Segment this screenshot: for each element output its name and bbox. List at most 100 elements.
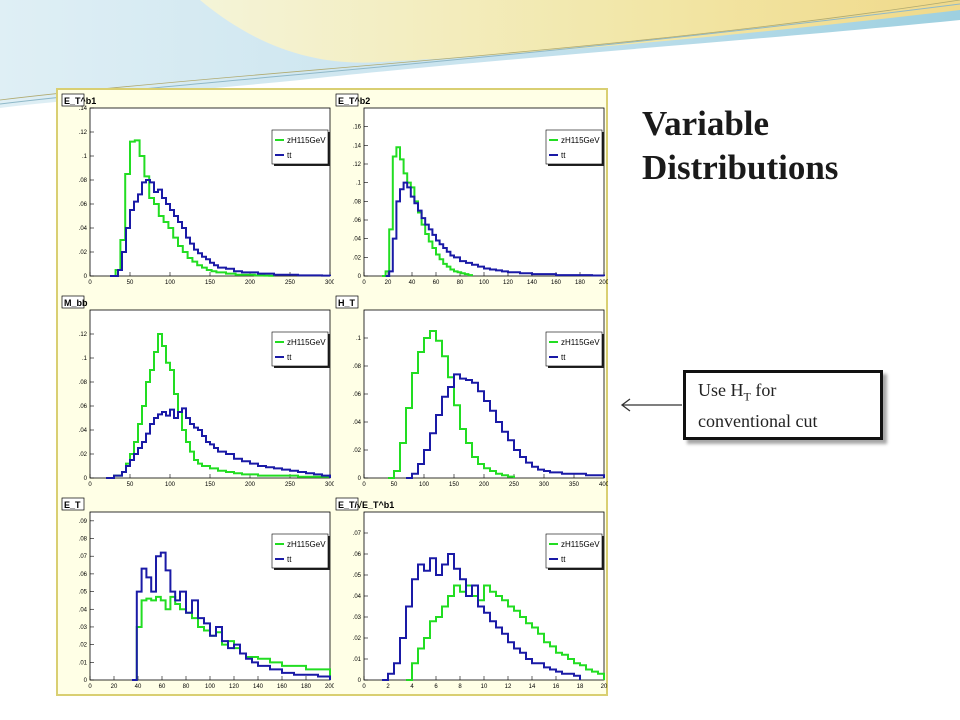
- legend-label: zH115GeV: [561, 540, 600, 549]
- histogram-4: H_T 0 50 100 150 200 250 300 350 400 0 .02 .04 .06 .08…: [335, 295, 608, 488]
- x-tick-label: 0: [88, 280, 92, 286]
- plot-title: E_T/√E_T^b1: [338, 500, 394, 510]
- y-tick-label: .01: [79, 660, 88, 666]
- y-tick-label: .06: [79, 572, 88, 578]
- histogram-1: E_T^b1 0 50 100 150 200 250 300 0 .02 .04 .06 .08 .1.…: [61, 93, 334, 286]
- x-tick-label: 350: [569, 482, 580, 488]
- x-tick-label: 200: [245, 482, 256, 488]
- plot-title: E_T^b1: [64, 96, 96, 106]
- x-tick-label: 10: [481, 684, 488, 690]
- callout-arrow: [620, 398, 682, 412]
- slide-title-line1: Variable: [642, 104, 770, 143]
- x-tick-label: 250: [285, 482, 296, 488]
- x-tick-label: 0: [88, 684, 92, 690]
- x-tick-label: 20: [385, 280, 392, 286]
- series-signal: [110, 139, 275, 277]
- legend-label: tt: [287, 353, 292, 362]
- x-tick-label: 0: [362, 280, 366, 286]
- y-tick-label: .1: [82, 154, 88, 160]
- series-background: [132, 551, 331, 681]
- x-tick-label: 200: [599, 280, 608, 286]
- y-tick-label: .14: [353, 143, 362, 149]
- series-background: [106, 407, 331, 479]
- x-tick-label: 160: [277, 684, 288, 690]
- callout-text-line2: conventional cut: [698, 410, 818, 431]
- x-tick-label: 120: [229, 684, 240, 690]
- y-tick-label: 0: [358, 476, 362, 482]
- x-tick-label: 40: [135, 684, 142, 690]
- x-tick-label: 8: [458, 684, 462, 690]
- legend-label: tt: [287, 555, 292, 564]
- y-tick-label: 0: [358, 274, 362, 280]
- x-tick-label: 200: [245, 280, 256, 286]
- legend-label: tt: [561, 555, 566, 564]
- legend-box: [271, 331, 329, 367]
- slide-title: Variable Distributions: [642, 102, 942, 190]
- y-tick-label: .12: [353, 162, 362, 168]
- legend-label: zH115GeV: [561, 136, 600, 145]
- y-tick-label: .1: [82, 356, 88, 362]
- x-tick-label: 20: [111, 684, 118, 690]
- y-tick-label: .08: [79, 178, 88, 184]
- x-tick-label: 140: [253, 684, 264, 690]
- plot-title-box: [335, 497, 359, 511]
- x-tick-label: 100: [205, 684, 216, 690]
- x-tick-label: 250: [285, 280, 296, 286]
- legend-box: [271, 533, 329, 569]
- x-tick-label: 200: [479, 482, 490, 488]
- y-tick-label: .08: [79, 380, 88, 386]
- x-tick-label: 300: [325, 482, 334, 488]
- y-tick-label: .06: [79, 202, 88, 208]
- y-tick-label: .12: [79, 130, 88, 136]
- y-tick-label: .04: [79, 428, 88, 434]
- x-tick-label: 150: [449, 482, 460, 488]
- histogram-2: E_T^b2 0 20 40 60 80 100 120 140 160 180 200 0 .02 .04…: [335, 93, 608, 286]
- y-tick-label: .06: [353, 218, 362, 224]
- series-background: [385, 181, 605, 277]
- callout-text-sub: T: [743, 389, 751, 404]
- y-tick-label: .09: [79, 519, 88, 525]
- legend-box: [545, 533, 603, 569]
- callout-text-post: for: [750, 380, 777, 400]
- histogram-3: M_bb 0 50 100 150 200 250 300 0 .02 .04 .06 .08 .1 .12…: [61, 295, 334, 488]
- y-tick-label: .14: [79, 106, 88, 112]
- series-background: [406, 373, 605, 479]
- plot-title-box: [61, 295, 85, 309]
- plot-title: E_T: [64, 500, 81, 510]
- series-signal: [406, 584, 605, 681]
- x-tick-label: 0: [362, 482, 366, 488]
- x-tick-label: 180: [301, 684, 312, 690]
- x-tick-label: 400: [599, 482, 608, 488]
- x-tick-label: 50: [127, 280, 134, 286]
- legend-box: [545, 129, 603, 165]
- y-tick-label: .02: [79, 643, 88, 649]
- y-tick-label: .04: [353, 594, 362, 600]
- y-tick-label: .03: [79, 625, 88, 631]
- x-tick-label: 12: [505, 684, 512, 690]
- y-tick-label: 0: [84, 274, 88, 280]
- y-tick-label: .03: [353, 615, 362, 621]
- legend-label: tt: [287, 151, 292, 160]
- y-tick-label: .05: [353, 573, 362, 579]
- plot-title-box: [61, 93, 85, 107]
- x-tick-label: 100: [419, 482, 430, 488]
- x-tick-label: 40: [409, 280, 416, 286]
- x-tick-label: 20: [601, 684, 608, 690]
- x-tick-label: 140: [527, 280, 538, 286]
- y-tick-label: .07: [353, 531, 362, 537]
- y-tick-label: .06: [79, 404, 88, 410]
- x-tick-label: 0: [362, 684, 366, 690]
- x-tick-label: 2: [386, 684, 390, 690]
- legend-label: tt: [561, 151, 566, 160]
- x-tick-label: 0: [88, 482, 92, 488]
- y-tick-label: .1: [356, 181, 362, 187]
- x-tick-label: 250: [509, 482, 520, 488]
- legend-label: zH115GeV: [561, 338, 600, 347]
- series-background: [382, 553, 581, 681]
- header-swoosh: [0, 0, 960, 108]
- x-tick-label: 16: [553, 684, 560, 690]
- series-signal: [132, 595, 331, 681]
- x-tick-label: 160: [551, 280, 562, 286]
- legend-label: tt: [561, 353, 566, 362]
- x-tick-label: 80: [183, 684, 190, 690]
